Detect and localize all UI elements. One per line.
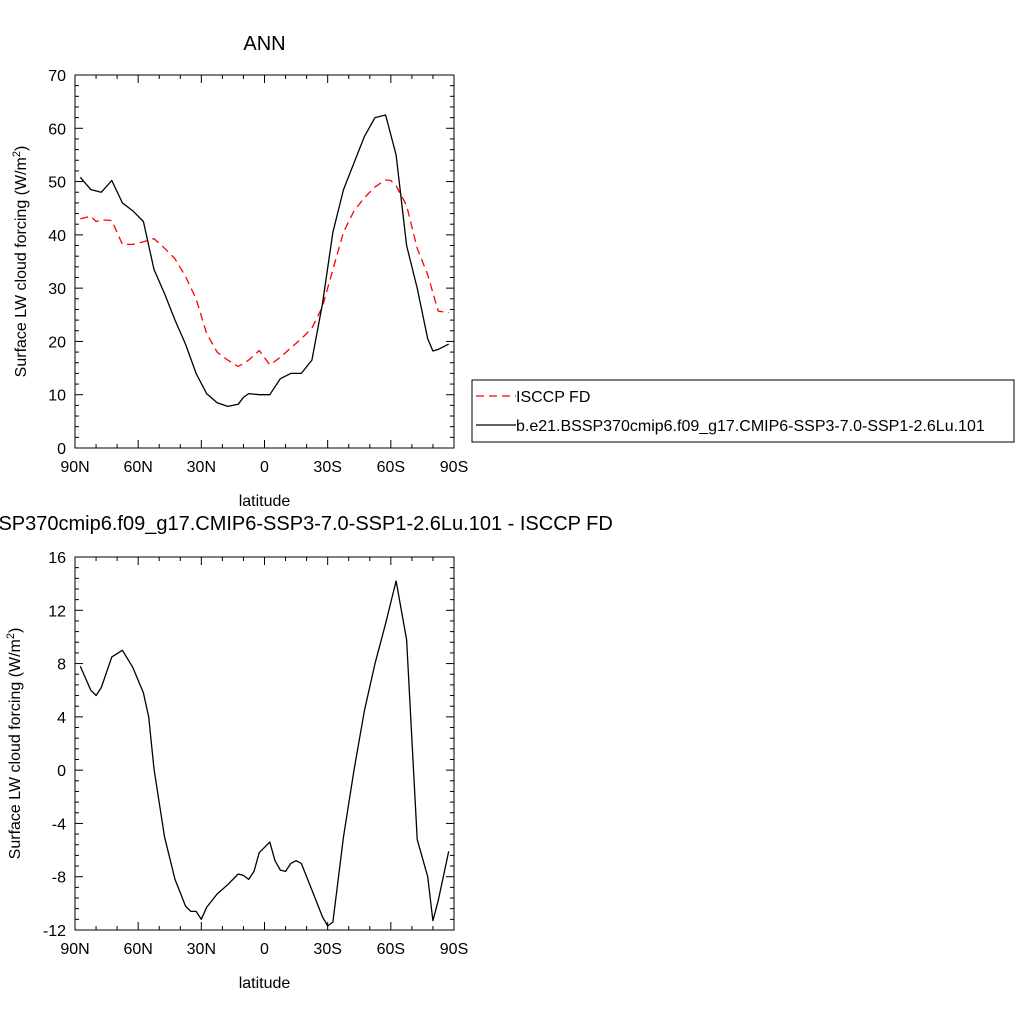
- x-axis-label: latitude: [239, 975, 291, 992]
- y-tick-label: 40: [48, 228, 66, 245]
- x-tick-label: 30N: [187, 459, 216, 476]
- x-axis-label: latitude: [239, 493, 291, 510]
- x-tick-label: 0: [260, 459, 269, 476]
- x-tick-label: 90N: [60, 459, 89, 476]
- y-tick-label: 0: [57, 441, 66, 458]
- legend-label-1: ISCCP FD: [516, 389, 590, 406]
- y-tick-label: 60: [48, 121, 66, 138]
- y-tick-label: 70: [48, 68, 66, 85]
- legend: ISCCP FD b.e21.BSSP370cmip6.f09_g17.CMIP6…: [471, 379, 1015, 443]
- y-tick-label: 10: [48, 388, 66, 405]
- y-axis-label: Surface LW cloud forcing (W/m2): [5, 628, 24, 860]
- series-line-2: [79, 114, 449, 408]
- y-tick-label: 4: [57, 710, 66, 727]
- x-tick-label: 60N: [123, 459, 152, 476]
- legend-label-2: b.e21.BSSP370cmip6.f09_g17.CMIP6-SSP3-7.…: [516, 418, 985, 435]
- legend-box: [471, 379, 1015, 443]
- x-tick-label: 30S: [313, 941, 341, 958]
- x-tick-label: 30N: [187, 941, 216, 958]
- x-tick-label: 90S: [440, 941, 468, 958]
- series-line-1: [80, 179, 449, 368]
- x-tick-label: 0: [260, 941, 269, 958]
- plot-frame: [74, 556, 455, 931]
- x-tick-label: 90N: [60, 941, 89, 958]
- chart-panel-2: b.e21.BSSP370cmip6.f09_g17.CMIP6-SSP3-7.…: [0, 513, 613, 992]
- chart-title: ANN: [243, 33, 285, 55]
- x-tick-label: 60S: [377, 941, 405, 958]
- y-tick-label: 50: [48, 175, 66, 192]
- y-tick-label: 8: [57, 657, 66, 674]
- y-tick-label: 12: [48, 603, 66, 620]
- plot-frame: [74, 74, 455, 449]
- series-line-1: [79, 580, 450, 927]
- y-tick-label: -8: [52, 870, 66, 887]
- y-tick-label: 30: [48, 281, 66, 298]
- y-tick-label: 16: [48, 550, 66, 567]
- y-tick-label: 20: [48, 334, 66, 351]
- y-tick-label: 0: [57, 763, 66, 780]
- x-tick-label: 60S: [377, 459, 405, 476]
- y-axis-label: Surface LW cloud forcing (W/m2): [11, 146, 30, 378]
- y-tick-label: -12: [43, 923, 66, 940]
- chart-panel-1: ANN 0 10 20 30 40 50 60 70 90N 60N 30N 0 30S 60S 90S lat…: [11, 33, 1015, 510]
- chart-title: b.e21.BSSP370cmip6.f09_g17.CMIP6-SSP3-7.…: [0, 513, 613, 535]
- x-tick-label: 60N: [123, 941, 152, 958]
- y-tick-label: -4: [52, 816, 66, 833]
- x-tick-label: 30S: [313, 459, 341, 476]
- x-tick-label: 90S: [440, 459, 468, 476]
